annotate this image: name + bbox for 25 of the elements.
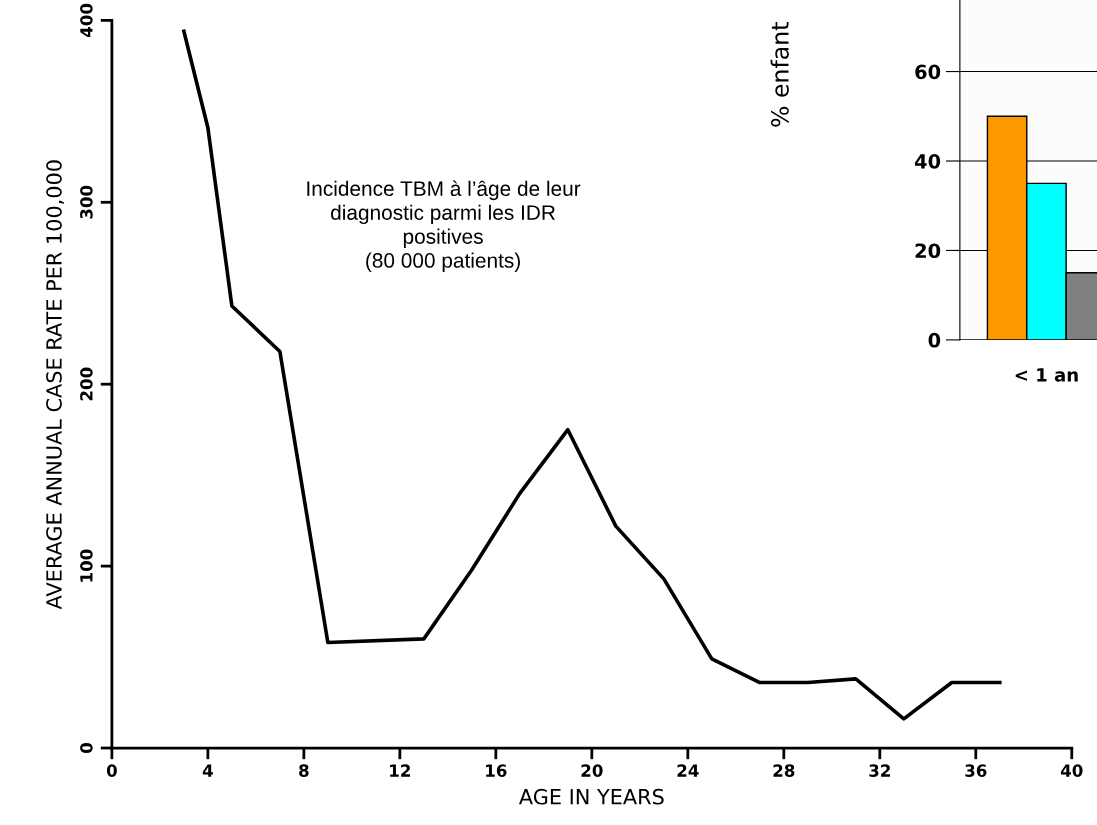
y-tick-label: 100 [80, 549, 93, 582]
x-tick-label: 40 [1060, 764, 1083, 777]
x-tick-label: 24 [677, 764, 699, 777]
x-tick-label: 4 [202, 764, 213, 777]
x-tick-label: < 1 an [1015, 368, 1078, 382]
x-tick-label: 0 [106, 764, 117, 777]
y-tick-label: 0 [928, 332, 941, 348]
y-tick-label: 0 [80, 743, 93, 754]
x-tick-label: 36 [965, 764, 987, 777]
annotation: Incidence TBM à l’âge de leur diagnostic parmi les IDR positives (80 000 patients) [307, 180, 581, 272]
x-tick-label: 20 [581, 764, 603, 777]
x-tick-label: 12 [390, 764, 411, 777]
y-tick-label: 200 [80, 367, 93, 401]
y-tick-label: 60 [915, 64, 941, 80]
y-axis-title: AVERAGE ANNUAL CASE RATE PER 100,000 [46, 160, 64, 610]
x-tick-label: 28 [773, 764, 795, 777]
x-tick-label: 32 [869, 764, 890, 777]
y-axis-title: % enfant [770, 22, 789, 127]
y-tick-label: 20 [915, 243, 941, 259]
x-tick-label: 8 [299, 764, 309, 777]
x-axis-title: AGE IN YEARS [518, 788, 664, 805]
y-tick-label: 40 [914, 153, 941, 169]
y-tick-label: 400 [80, 3, 93, 38]
x-tick-label: 16 [486, 764, 507, 777]
y-tick-label: 300 [80, 185, 93, 219]
